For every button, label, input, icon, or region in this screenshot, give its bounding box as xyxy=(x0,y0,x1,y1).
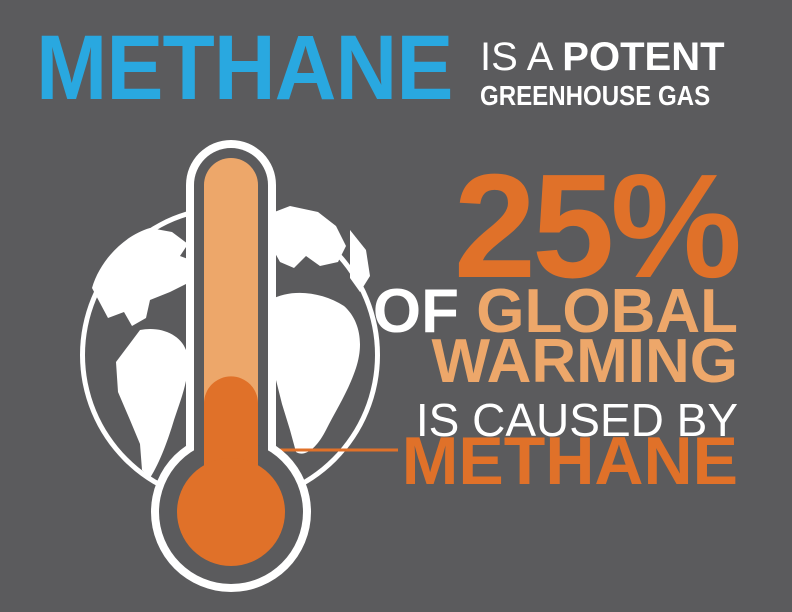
title-potent: POTENT xyxy=(562,35,725,79)
stat-warming: WARMING xyxy=(431,327,738,396)
title-is-a: IS A xyxy=(480,35,552,79)
stat-caused-by: IS CAUSED BY xyxy=(415,394,738,446)
thermometer-icon xyxy=(151,140,311,592)
stat-percent: 25% xyxy=(453,144,742,309)
title-subtitle-line2: GREENHOUSE GAS xyxy=(480,80,711,111)
title-subtitle-line1: IS A POTENT xyxy=(480,36,725,78)
title-methane: METHANE xyxy=(36,17,453,119)
stat-of: OF xyxy=(372,277,460,346)
stat-global: GLOBAL xyxy=(476,277,738,346)
stat-of-global: OF GLOBAL xyxy=(373,280,738,344)
thermometer-bulb xyxy=(177,458,285,566)
stat-methane: METHANE xyxy=(401,423,738,499)
